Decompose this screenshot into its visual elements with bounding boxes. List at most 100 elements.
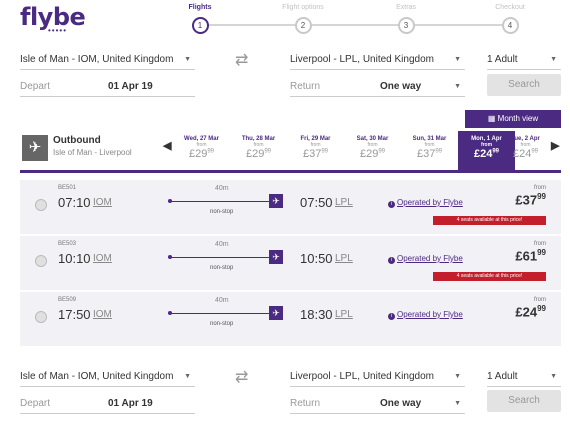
route-line <box>170 313 273 314</box>
flight-radio[interactable] <box>35 199 47 211</box>
return-label: Return <box>290 81 321 92</box>
search-button[interactable]: Search <box>487 74 561 96</box>
date-option[interactable]: Sun, 31 Mar from £3799 <box>401 131 458 170</box>
return-select-bottom[interactable]: Return One way ▼ <box>290 394 465 414</box>
outbound-route: Isle of Man - Liverpool <box>53 148 132 157</box>
date-option-selected[interactable]: Mon, 1 Apr from £2499 <box>458 131 515 170</box>
from-label: from <box>424 142 435 148</box>
flight-duration: 40m <box>215 297 229 304</box>
date-label: Fri, 29 Mar <box>300 136 331 142</box>
step-checkout: Checkout 4 <box>480 4 540 34</box>
chevron-down-icon: ▼ <box>184 373 191 380</box>
search-button-bottom[interactable]: Search <box>487 390 561 412</box>
date-option[interactable]: Sat, 30 Mar from £2999 <box>344 131 401 170</box>
flight-number: BE509 <box>58 297 77 303</box>
swap-icon[interactable]: ⇄ <box>235 52 249 69</box>
departure-time: 07:10 <box>58 195 91 210</box>
flight-radio[interactable] <box>35 255 47 267</box>
airplane-icon: ✈ <box>269 250 283 264</box>
date-option[interactable]: Fri, 29 Mar from £3799 <box>287 131 344 170</box>
step-label: Extras <box>396 4 416 11</box>
depart-label: Depart <box>20 81 51 92</box>
date-label: Tue, 2 Apr <box>511 136 540 142</box>
chevron-down-icon: ▼ <box>184 56 191 63</box>
next-dates-arrow-icon[interactable]: ▶ <box>551 140 560 152</box>
logo-dots: ••••• <box>48 26 68 35</box>
origin-value: Isle of Man - IOM, United Kingdom <box>20 371 174 382</box>
steps-line <box>200 24 510 26</box>
flight-row[interactable]: BE501 07:10 IOM 40m ✈ non-stop 07:50 LPL… <box>20 180 561 235</box>
destination-select[interactable]: Liverpool - LPL, United Kingdom ▼ <box>290 50 465 70</box>
destination-value: Liverpool - LPL, United Kingdom <box>290 371 434 382</box>
arrival-airport[interactable]: LPL <box>335 253 353 264</box>
flight-price: £6199 <box>515 248 546 264</box>
route-line <box>170 257 273 258</box>
origin-select-bottom[interactable]: Isle of Man - IOM, United Kingdom ▼ <box>20 367 195 387</box>
step-number: 4 <box>501 17 519 34</box>
date-option[interactable]: Wed, 27 Mar from £2999 <box>173 131 230 170</box>
stops-label: non-stop <box>210 209 234 215</box>
step-number: 3 <box>397 17 415 34</box>
return-label: Return <box>290 398 321 409</box>
depart-date-field-bottom[interactable]: Depart 01 Apr 19 <box>20 394 195 414</box>
flybe-logo[interactable]: flybe <box>20 3 86 31</box>
date-option[interactable]: Tue, 2 Apr from £2499 <box>497 131 554 170</box>
from-label: from <box>367 142 378 148</box>
passengers-select[interactable]: 1 Adult ▼ <box>487 50 561 70</box>
operated-by-link[interactable]: i Operated by Flybe <box>388 310 463 320</box>
return-value: One way <box>380 398 422 409</box>
from-label: from <box>196 142 207 148</box>
airplane-icon: ✈ <box>22 135 48 161</box>
month-view-button[interactable]: ▦ Month view <box>465 110 561 128</box>
date-label: Sat, 30 Mar <box>356 136 389 142</box>
destination-select-bottom[interactable]: Liverpool - LPL, United Kingdom ▼ <box>290 367 465 387</box>
passengers-value: 1 Adult <box>487 54 518 65</box>
date-price: £2999 <box>245 148 272 160</box>
flight-price: £2499 <box>515 304 546 320</box>
chevron-down-icon: ▼ <box>454 373 461 380</box>
departure-time: 10:10 <box>58 251 91 266</box>
prev-dates-arrow-icon[interactable]: ◀ <box>163 140 172 152</box>
swap-icon[interactable]: ⇄ <box>235 369 249 386</box>
date-price: £3799 <box>302 148 329 160</box>
chevron-down-icon: ▼ <box>550 56 557 63</box>
flight-radio[interactable] <box>35 311 47 323</box>
arrival-time: 07:50 <box>300 195 333 210</box>
step-flight-options: Flight options 2 <box>273 4 333 34</box>
month-view-label: Month view <box>497 114 539 123</box>
departure-airport[interactable]: IOM <box>93 253 112 264</box>
depart-date-field[interactable]: Depart 01 Apr 19 <box>20 77 195 97</box>
step-label: Flights <box>188 4 212 11</box>
origin-select[interactable]: Isle of Man - IOM, United Kingdom ▼ <box>20 50 195 70</box>
flight-row[interactable]: BE503 10:10 IOM 40m ✈ non-stop 10:50 LPL… <box>20 236 561 291</box>
departure-time: 17:50 <box>58 307 91 322</box>
date-price: £2999 <box>188 148 215 160</box>
departure-airport[interactable]: IOM <box>93 309 112 320</box>
chevron-down-icon: ▼ <box>454 400 461 407</box>
operated-by-link[interactable]: i Operated by Flybe <box>388 198 463 208</box>
from-label: from <box>480 142 493 148</box>
stops-label: non-stop <box>210 265 234 271</box>
passengers-select-bottom[interactable]: 1 Adult ▼ <box>487 367 561 387</box>
route-line <box>170 201 273 202</box>
operated-by-link[interactable]: i Operated by Flybe <box>388 254 463 264</box>
arrival-airport[interactable]: LPL <box>335 197 353 208</box>
departure-airport[interactable]: IOM <box>93 197 112 208</box>
date-label: Wed, 27 Mar <box>184 136 219 142</box>
from-label: from <box>310 142 321 148</box>
depart-value: 01 Apr 19 <box>108 398 153 409</box>
arrival-airport[interactable]: LPL <box>335 309 353 320</box>
flight-number: BE501 <box>58 185 77 191</box>
date-price: £3799 <box>416 148 443 160</box>
info-icon: i <box>388 313 395 320</box>
date-price: £2499 <box>473 148 500 160</box>
step-label: Checkout <box>495 4 525 11</box>
date-option[interactable]: Thu, 28 Mar from £2999 <box>230 131 287 170</box>
return-select[interactable]: Return One way ▼ <box>290 77 465 97</box>
chevron-down-icon: ▼ <box>454 83 461 90</box>
depart-value: 01 Apr 19 <box>108 81 153 92</box>
outbound-date-selector: ✈ Outbound Isle of Man - Liverpool ◀ Wed… <box>20 131 561 173</box>
flight-row[interactable]: BE509 17:50 IOM 40m ✈ non-stop 18:30 LPL… <box>20 292 561 347</box>
return-value: One way <box>380 81 422 92</box>
origin-value: Isle of Man - IOM, United Kingdom <box>20 54 174 65</box>
